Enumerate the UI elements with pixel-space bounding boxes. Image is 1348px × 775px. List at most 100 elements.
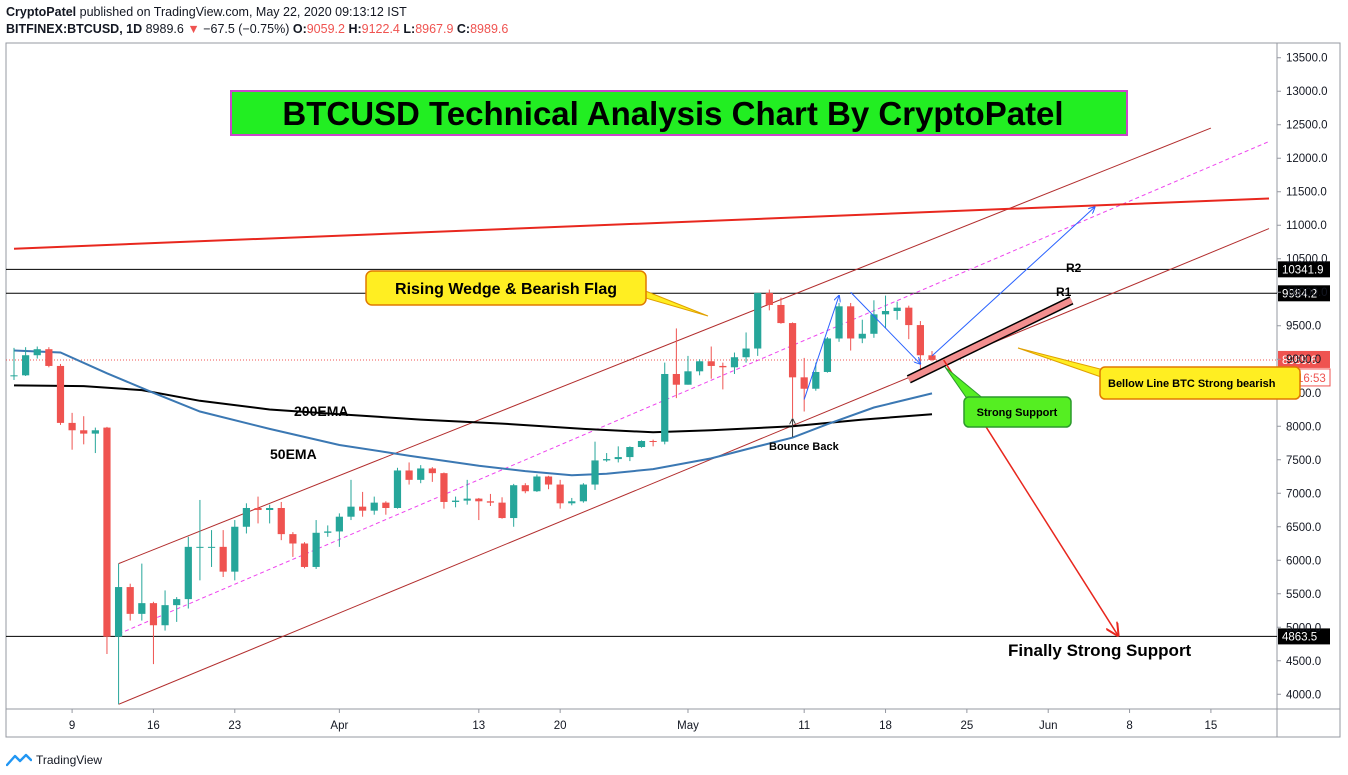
y-tick-label: 11000.0 [1286,220,1327,232]
candle[interactable] [533,474,541,492]
candle[interactable] [591,441,599,490]
candle[interactable] [730,352,739,374]
candle[interactable] [823,337,832,373]
strong-support-callout[interactable]: Strong Support [944,366,1072,428]
candle[interactable] [858,319,866,344]
candle[interactable] [103,426,111,655]
candle[interactable] [207,530,216,567]
long-resistance-line[interactable] [13,197,1270,250]
candle[interactable] [695,359,704,376]
candle[interactable] [68,412,76,450]
candle[interactable] [521,483,529,494]
chart-title-box[interactable]: BTCUSD Technical Analysis Chart By Crypt… [230,90,1128,136]
candle[interactable] [544,475,553,490]
author-name[interactable]: CryptoPatel [6,5,77,19]
candle[interactable] [707,346,715,379]
candle[interactable] [138,563,146,621]
candle[interactable] [486,493,495,506]
candle[interactable] [56,363,65,425]
candle[interactable] [475,497,483,521]
candle[interactable] [184,536,192,609]
mid-channel-line[interactable] [118,141,1270,635]
bounce-up-arrow[interactable] [803,296,839,400]
candle[interactable] [451,496,460,508]
candle[interactable] [800,357,808,412]
candle[interactable] [254,496,262,524]
level-price-tag [1278,261,1330,278]
footer[interactable]: TradingView [6,753,102,767]
bellow-line-callout[interactable]: Bellow Line BTC Strong bearish [1017,347,1330,400]
candle[interactable] [45,347,53,368]
candle[interactable] [614,446,622,463]
candle[interactable] [579,483,588,503]
bullish-target-arrow[interactable] [931,207,1095,357]
candle[interactable] [219,530,227,578]
breakdown-bar[interactable] [907,297,1073,383]
candle[interactable] [928,351,936,362]
candle[interactable] [161,590,169,631]
candle[interactable] [510,483,518,527]
candle[interactable] [637,440,646,448]
candle[interactable] [440,472,448,509]
upper-channel-line[interactable] [118,127,1212,565]
candle[interactable] [719,362,727,390]
candle[interactable] [324,525,332,537]
candle[interactable] [149,601,158,665]
candle[interactable] [463,479,471,505]
candle[interactable] [812,362,820,391]
candle[interactable] [33,346,41,359]
candle[interactable] [661,362,669,445]
candle[interactable] [335,513,343,547]
candle[interactable] [626,446,634,462]
candle[interactable] [754,292,762,356]
candle[interactable] [905,305,913,340]
candle[interactable] [359,491,367,517]
candle[interactable] [300,542,309,569]
candle[interactable] [603,453,611,462]
candle-body [719,365,727,368]
candle[interactable] [881,295,890,329]
lower-channel-line[interactable] [118,228,1270,705]
candle[interactable] [231,520,239,581]
pullback-arrow[interactable] [850,291,921,364]
rising-wedge-callout[interactable]: Rising Wedge & Bearish Flag [365,270,709,317]
candle[interactable] [370,496,378,515]
candle[interactable] [672,328,680,399]
candle-body [219,546,227,572]
candle[interactable] [266,504,274,524]
candle[interactable] [196,499,204,581]
candle[interactable] [777,297,785,324]
candle[interactable] [347,479,355,521]
candle[interactable] [405,462,413,485]
candle[interactable] [10,347,18,381]
candle[interactable] [114,563,123,705]
candle[interactable] [312,520,320,569]
candle[interactable] [428,467,436,482]
candle[interactable] [289,532,297,557]
candle[interactable] [417,465,425,484]
candle[interactable] [765,289,773,311]
candle[interactable] [847,302,855,351]
candle[interactable] [556,479,564,509]
candle[interactable] [835,302,843,342]
candle[interactable] [684,355,692,385]
ema50-line[interactable] [13,349,933,477]
candle[interactable] [242,503,251,534]
candle[interactable] [649,439,657,447]
candle[interactable] [393,467,402,509]
candle[interactable] [893,301,901,320]
candle[interactable] [91,427,99,454]
candle[interactable] [80,416,88,445]
candle-body [486,501,495,503]
candle[interactable] [788,322,797,419]
candle[interactable] [277,501,285,541]
candle[interactable] [498,497,506,519]
candle[interactable] [742,332,750,363]
candle[interactable] [22,347,30,376]
candle[interactable] [126,583,134,621]
candle[interactable] [870,300,878,338]
candle[interactable] [568,497,576,506]
candle[interactable] [382,501,390,515]
candle[interactable] [173,597,181,622]
